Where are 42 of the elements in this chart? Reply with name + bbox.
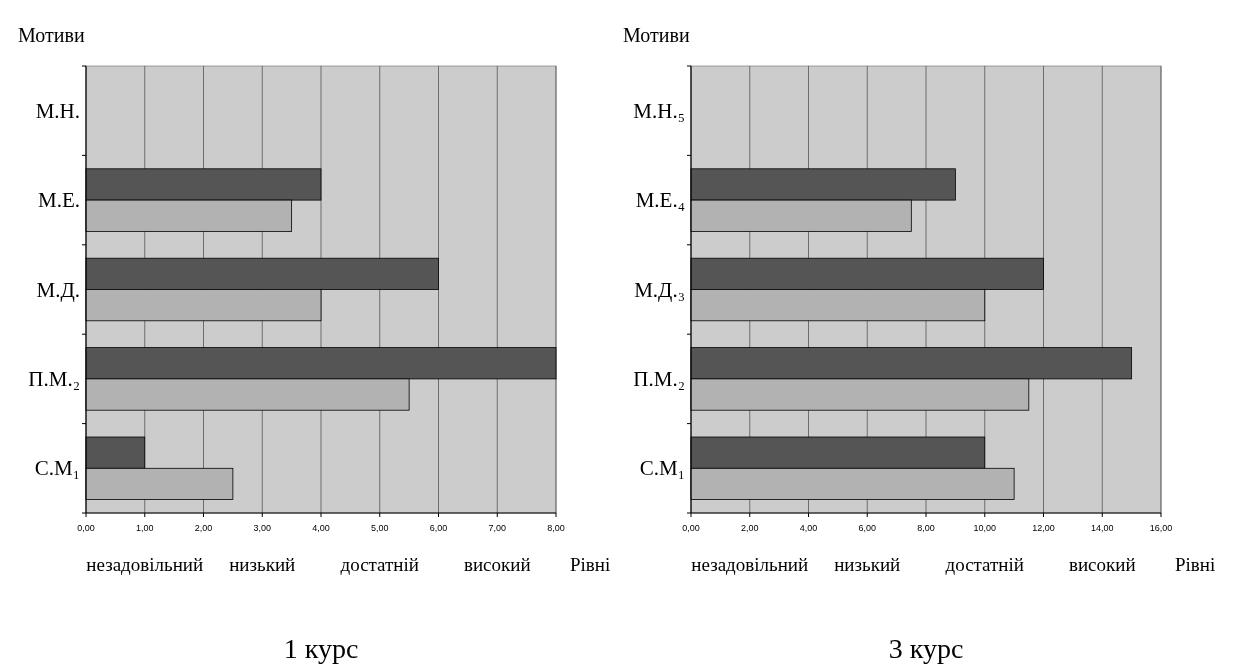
x-tick-label: 2,00 bbox=[194, 523, 213, 533]
text: низький bbox=[229, 554, 296, 575]
text: високий bbox=[463, 554, 531, 575]
y-tick-label: П.М.₂ bbox=[28, 366, 80, 391]
x-tick-label: 16,00 bbox=[1149, 523, 1173, 533]
y-tick-label: М.Д.₃ bbox=[634, 277, 685, 302]
text: 1 курс bbox=[283, 633, 359, 664]
text: 3 курс bbox=[888, 633, 964, 664]
y-tick-label: М.Е. bbox=[38, 188, 80, 213]
x-tick-label: 8,00 bbox=[917, 523, 935, 533]
y-tick-label: М.Н.₅ bbox=[633, 98, 685, 123]
y-tick-label: М.Д. bbox=[36, 277, 80, 302]
y-tick-label: С.М₁ bbox=[639, 456, 685, 481]
x-tick-label: 0,00 bbox=[682, 523, 700, 533]
x-tick-label: 0,00 bbox=[77, 523, 95, 533]
text: незадовільний bbox=[691, 554, 809, 575]
text: незадовільний bbox=[86, 554, 204, 575]
x-tick-label: 10,00 bbox=[973, 523, 997, 533]
x-tick-label: 5,00 bbox=[370, 523, 389, 533]
y-tick-label: М.Н. bbox=[35, 98, 80, 123]
text: достатній bbox=[340, 554, 419, 575]
x-tick-label: 1,00 bbox=[135, 523, 154, 533]
text: низький bbox=[834, 554, 901, 575]
x-tick-label: 2,00 bbox=[740, 523, 759, 533]
x-tick-label: 4,00 bbox=[312, 523, 330, 533]
y-tick-label: П.М.₂ bbox=[633, 366, 685, 391]
x-axis-title: Рівні bbox=[570, 554, 611, 575]
x-tick-label: 8,00 bbox=[547, 523, 565, 533]
text: високий bbox=[1068, 554, 1136, 575]
x-tick-label: 6,00 bbox=[858, 523, 877, 533]
text: достатній bbox=[945, 554, 1024, 575]
x-tick-label: 4,00 bbox=[799, 523, 818, 533]
y-tick-label: М.Е.₄ bbox=[635, 188, 685, 213]
y-tick-label: С.М₁ bbox=[34, 456, 80, 481]
x-tick-label: 12,00 bbox=[1032, 523, 1055, 533]
x-axis-title: Рівні bbox=[1175, 554, 1216, 575]
x-tick-label: 14,00 bbox=[1090, 523, 1114, 533]
y-axis-title: Мотиви bbox=[623, 24, 690, 46]
x-tick-label: 7,00 bbox=[488, 523, 507, 533]
x-tick-label: 6,00 bbox=[429, 523, 448, 533]
y-axis-title: Мотиви bbox=[18, 24, 85, 46]
x-tick-label: 3,00 bbox=[253, 523, 272, 533]
